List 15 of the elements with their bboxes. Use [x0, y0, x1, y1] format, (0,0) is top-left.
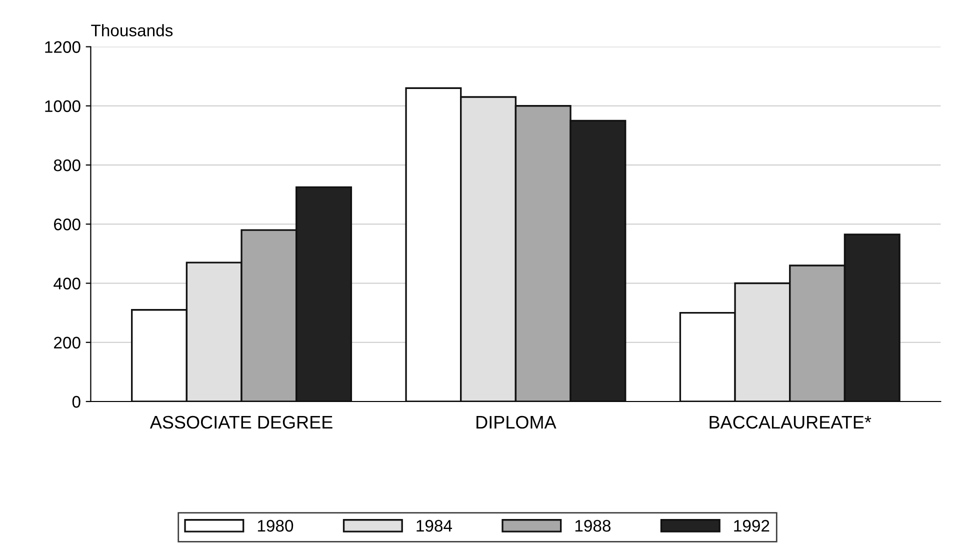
- legend-label: 1992: [734, 520, 770, 532]
- y-axis-title: Thousands: [91, 24, 173, 36]
- y-tick-label: 800: [54, 159, 80, 172]
- x-tick-label: DIPLOMA: [476, 416, 556, 429]
- x-tick-label: BACCALAUREATE*: [710, 416, 872, 429]
- legend-label: 1988: [575, 520, 611, 532]
- y-tick-label: 1000: [45, 100, 80, 112]
- y-tick-label: 1200: [45, 41, 80, 53]
- legend-label: 1980: [258, 520, 294, 532]
- x-tick-label: ASSOCIATE DEGREE: [150, 416, 332, 429]
- y-tick-label: 400: [54, 278, 80, 290]
- y-tick-label: 0: [72, 396, 80, 408]
- y-tick-label: 600: [54, 218, 80, 230]
- legend-label: 1984: [416, 520, 452, 532]
- y-tick-label: 200: [54, 336, 80, 349]
